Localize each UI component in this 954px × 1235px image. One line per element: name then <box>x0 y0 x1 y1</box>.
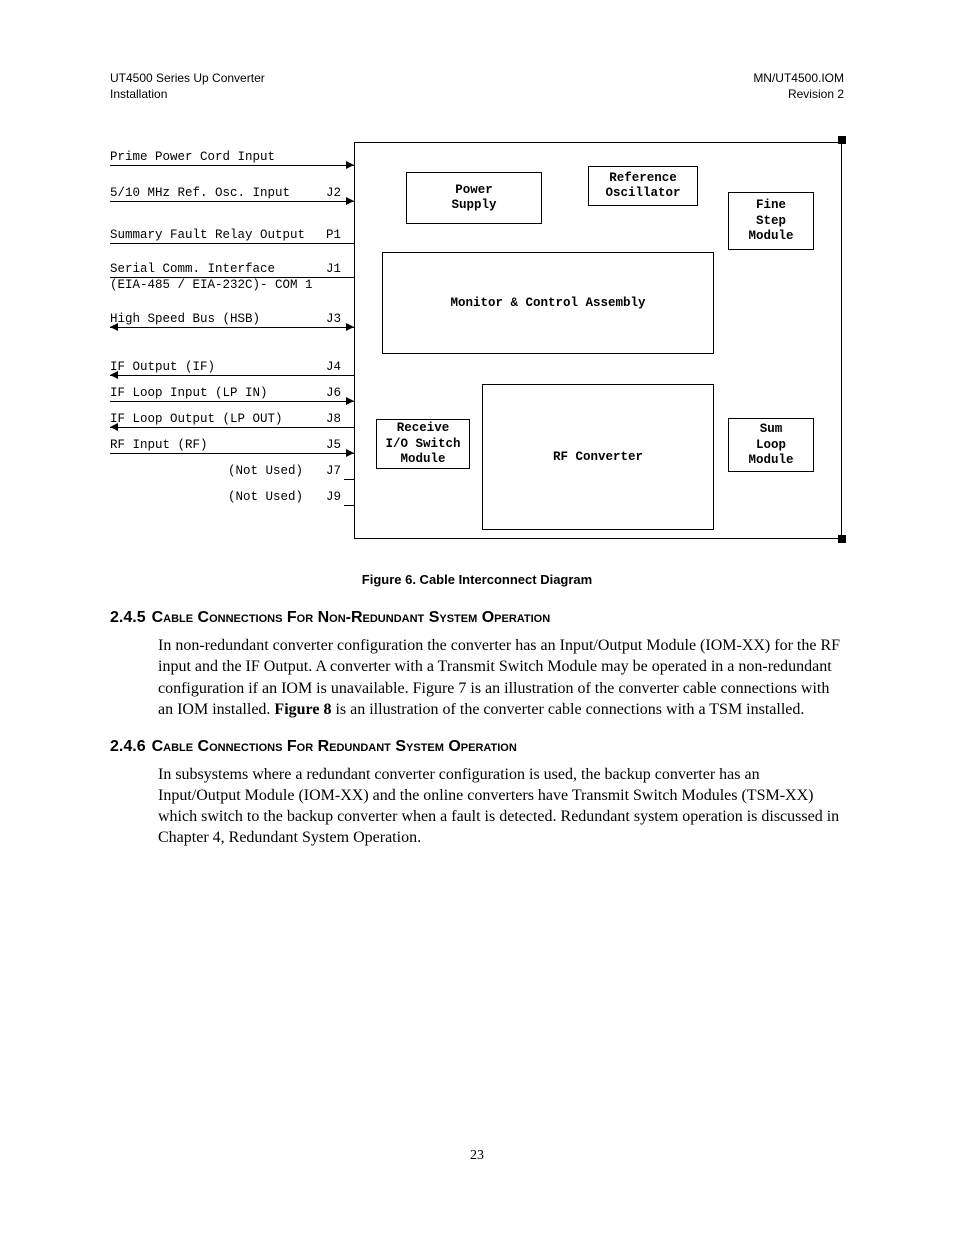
header-left-line2: Installation <box>110 86 265 102</box>
signal-pin: P1 <box>326 228 341 242</box>
header-left-line1: UT4500 Series Up Converter <box>110 70 265 86</box>
arrow-left-icon <box>110 323 118 331</box>
arrow-right-icon <box>346 161 354 169</box>
signal-tick <box>344 505 354 506</box>
fine-step-module: FineStepModule <box>728 192 814 250</box>
signal-line <box>110 201 354 202</box>
page-header: UT4500 Series Up Converter Installation … <box>110 70 844 102</box>
arrow-right-icon <box>346 397 354 405</box>
section-title: Cable Connections For Redundant System O… <box>152 738 517 755</box>
figure-caption: Figure 6. Cable Interconnect Diagram <box>110 572 844 587</box>
arrow-left-icon <box>110 371 118 379</box>
arrow-right-icon <box>346 449 354 457</box>
signal-pin: J1 <box>326 262 341 276</box>
corner-mark <box>838 535 846 543</box>
rf-converter: RF Converter <box>482 384 714 530</box>
section-number: 2.4.5 <box>110 609 146 626</box>
signal-tick <box>344 479 354 480</box>
arrow-right-icon <box>346 197 354 205</box>
signal-label: (Not Used) <box>228 490 303 504</box>
signal-label: 5/10 MHz Ref. Osc. Input <box>110 186 290 200</box>
arrow-left-icon <box>110 423 118 431</box>
section-paragraph: In subsystems where a redundant converte… <box>158 764 844 848</box>
signal-line <box>110 165 354 166</box>
section-paragraph: In non-redundant converter configuration… <box>158 635 844 719</box>
signal-label: Summary Fault Relay Output <box>110 228 305 242</box>
page: UT4500 Series Up Converter Installation … <box>0 0 954 1224</box>
signal-label: (Not Used) <box>228 464 303 478</box>
signal-label: IF Loop Input (LP IN) <box>110 386 268 400</box>
reference-osc: ReferenceOscillator <box>588 166 698 206</box>
signal-pin: J6 <box>326 386 341 400</box>
arrow-right-icon <box>346 323 354 331</box>
corner-mark <box>838 136 846 144</box>
signal-line <box>110 243 354 244</box>
header-right-line1: MN/UT4500.IOM <box>753 70 844 86</box>
signal-line <box>110 327 354 328</box>
signal-pin: J9 <box>326 490 341 504</box>
signal-label: IF Loop Output (LP OUT) <box>110 412 283 426</box>
power-supply: PowerSupply <box>406 172 542 224</box>
signal-line <box>110 401 354 402</box>
page-number: 23 <box>110 1148 844 1164</box>
section-heading: 2.4.5 Cable Connections For Non-Redundant… <box>110 609 844 627</box>
signal-pin: J8 <box>326 412 341 426</box>
sum-loop-module: SumLoopModule <box>728 418 814 472</box>
header-left: UT4500 Series Up Converter Installation <box>110 70 265 102</box>
signal-line <box>110 453 354 454</box>
header-right: MN/UT4500.IOM Revision 2 <box>753 70 844 102</box>
signal-line <box>110 375 354 376</box>
signal-label: Prime Power Cord Input <box>110 150 275 164</box>
signal-pin: J4 <box>326 360 341 374</box>
receive-io-switch: ReceiveI/O SwitchModule <box>376 419 470 469</box>
signal-label: IF Output (IF) <box>110 360 215 374</box>
signal-line <box>110 427 354 428</box>
signal-label: (EIA-485 / EIA-232C)- COM 1 <box>110 278 313 292</box>
signal-pin: J2 <box>326 186 341 200</box>
signal-label: RF Input (RF) <box>110 438 208 452</box>
signal-label: High Speed Bus (HSB) <box>110 312 260 326</box>
monitor-control: Monitor & Control Assembly <box>382 252 714 354</box>
section-heading: 2.4.6 Cable Connections For Redundant Sys… <box>110 738 844 756</box>
signal-pin: J5 <box>326 438 341 452</box>
sections: 2.4.5 Cable Connections For Non-Redundant… <box>110 609 844 848</box>
section-number: 2.4.6 <box>110 738 146 755</box>
cable-interconnect-diagram: Prime Power Cord Input 5/10 MHz Ref. Osc.… <box>110 142 844 542</box>
signal-label: Serial Comm. Interface <box>110 262 275 276</box>
header-right-line2: Revision 2 <box>753 86 844 102</box>
signal-pin: J7 <box>326 464 341 478</box>
signal-pin: J3 <box>326 312 341 326</box>
section-title: Cable Connections For Non-Redundant Syst… <box>152 609 551 626</box>
